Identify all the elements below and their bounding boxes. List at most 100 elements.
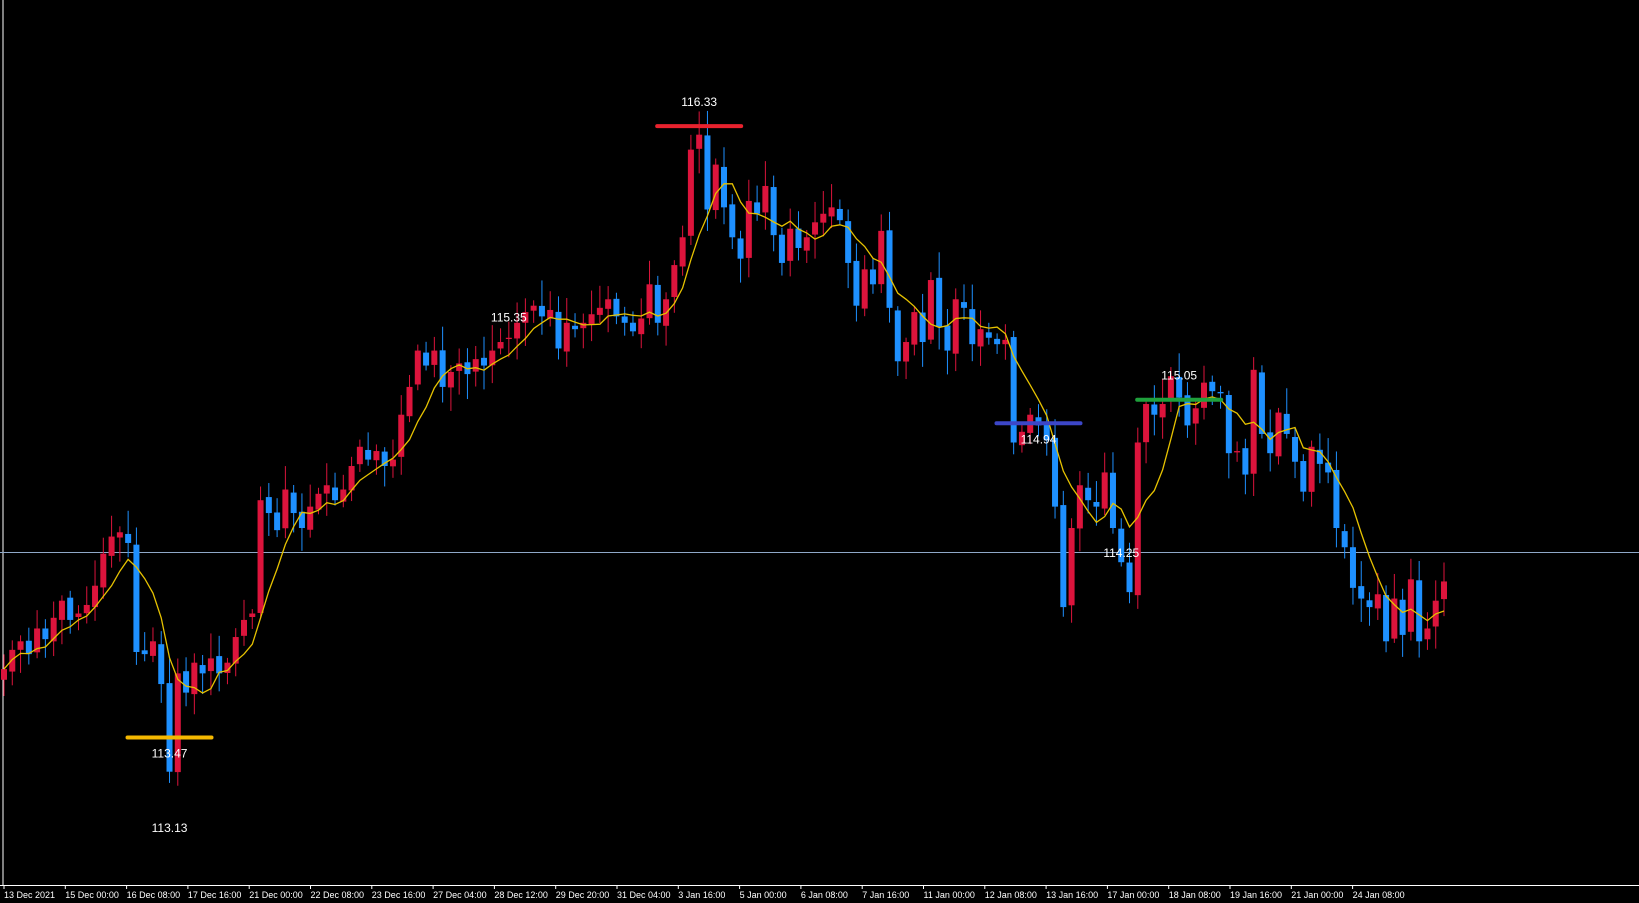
candle-body <box>911 312 918 345</box>
candle-body <box>1176 376 1183 398</box>
candle <box>1018 424 1025 453</box>
x-tick-label: 3 Jan 16:00 <box>678 890 725 900</box>
candle-body <box>1217 391 1224 394</box>
candle-body <box>1366 600 1373 608</box>
candle-body <box>282 489 289 529</box>
x-tick-label: 13 Jan 16:00 <box>1046 890 1098 900</box>
candle-body <box>1349 547 1356 588</box>
candle <box>58 595 65 645</box>
candle <box>646 260 653 325</box>
candle <box>861 255 868 317</box>
candle <box>141 632 148 662</box>
candle <box>1 654 7 697</box>
candle-body <box>869 269 876 285</box>
candle <box>1184 382 1191 438</box>
candle-body <box>770 187 777 236</box>
candle <box>9 640 16 686</box>
candle <box>274 498 281 538</box>
candle-body <box>1258 372 1265 434</box>
candle <box>1126 542 1133 604</box>
x-tick-label: 22 Dec 08:00 <box>311 890 365 900</box>
candle <box>1101 452 1108 516</box>
candle-body <box>50 617 57 642</box>
candle-body <box>671 265 678 298</box>
candle-body <box>696 134 703 149</box>
candle <box>1060 490 1067 617</box>
candle <box>298 493 305 551</box>
candle-body <box>952 299 959 354</box>
candle <box>1093 481 1100 526</box>
candle <box>25 627 32 665</box>
candle <box>572 313 579 338</box>
candle <box>1333 451 1340 548</box>
x-tick: 21 Jan 00:00 <box>1290 885 1343 900</box>
price-annotation: 116.33 <box>655 95 744 129</box>
candle-body <box>944 325 951 351</box>
candle <box>497 328 504 355</box>
candle-body <box>1399 599 1406 635</box>
candle <box>754 185 761 221</box>
candle <box>348 456 355 502</box>
candle-body <box>133 544 140 652</box>
candle <box>1391 573 1398 643</box>
candle <box>969 284 976 362</box>
price-annotation: 114.25 <box>1103 546 1139 560</box>
candle <box>216 635 223 692</box>
candle <box>1300 454 1307 502</box>
candle <box>191 653 198 715</box>
candle <box>961 284 967 321</box>
x-tick-label: 6 Jan 08:00 <box>801 890 848 900</box>
candle-body <box>249 613 256 618</box>
candle <box>911 305 918 356</box>
candle-body <box>1407 579 1414 632</box>
candle <box>249 609 256 629</box>
candle-body <box>1374 594 1381 609</box>
candle <box>977 310 984 366</box>
candle-body <box>994 338 1001 345</box>
candle-body <box>116 532 123 538</box>
candle <box>1358 561 1365 622</box>
candle-body <box>861 269 868 309</box>
candle <box>588 290 595 342</box>
candle <box>1242 438 1249 495</box>
candle <box>1234 441 1241 462</box>
candle-body <box>745 200 752 258</box>
candle <box>936 252 943 350</box>
candle <box>721 147 727 225</box>
x-tick: 22 Dec 08:00 <box>310 885 365 900</box>
candle <box>456 348 463 395</box>
candle-body <box>1225 395 1232 454</box>
candle-body <box>1441 581 1447 600</box>
candle-body <box>1126 562 1133 593</box>
candle-body <box>307 506 314 530</box>
candle <box>133 527 140 665</box>
x-tick: 3 Jan 16:00 <box>677 885 725 900</box>
candle <box>34 610 41 659</box>
candle-body <box>1184 395 1191 426</box>
candle <box>596 285 603 323</box>
candle-body <box>158 644 165 685</box>
candle-body <box>555 311 562 349</box>
x-tick-label: 13 Dec 2021 <box>4 890 55 900</box>
annotation-label: 113.13 <box>152 821 188 835</box>
candle-body <box>919 312 926 343</box>
candle-body <box>572 325 579 330</box>
x-tick: 17 Dec 16:00 <box>187 885 241 900</box>
candle-body <box>638 318 645 335</box>
candle <box>1316 433 1323 484</box>
candle <box>1167 367 1174 412</box>
candle <box>241 599 247 646</box>
candle <box>340 474 347 508</box>
x-tick: 31 Dec 04:00 <box>616 885 671 900</box>
candle <box>927 272 934 344</box>
candle-body <box>1159 404 1166 418</box>
x-tick-label: 21 Dec 00:00 <box>249 890 303 900</box>
candle <box>944 308 951 375</box>
candle <box>406 374 413 423</box>
candle-body <box>472 359 479 372</box>
candle <box>613 292 620 325</box>
candle <box>1010 330 1017 455</box>
candle <box>563 298 570 367</box>
candle <box>290 485 297 533</box>
candle-body <box>58 600 65 620</box>
